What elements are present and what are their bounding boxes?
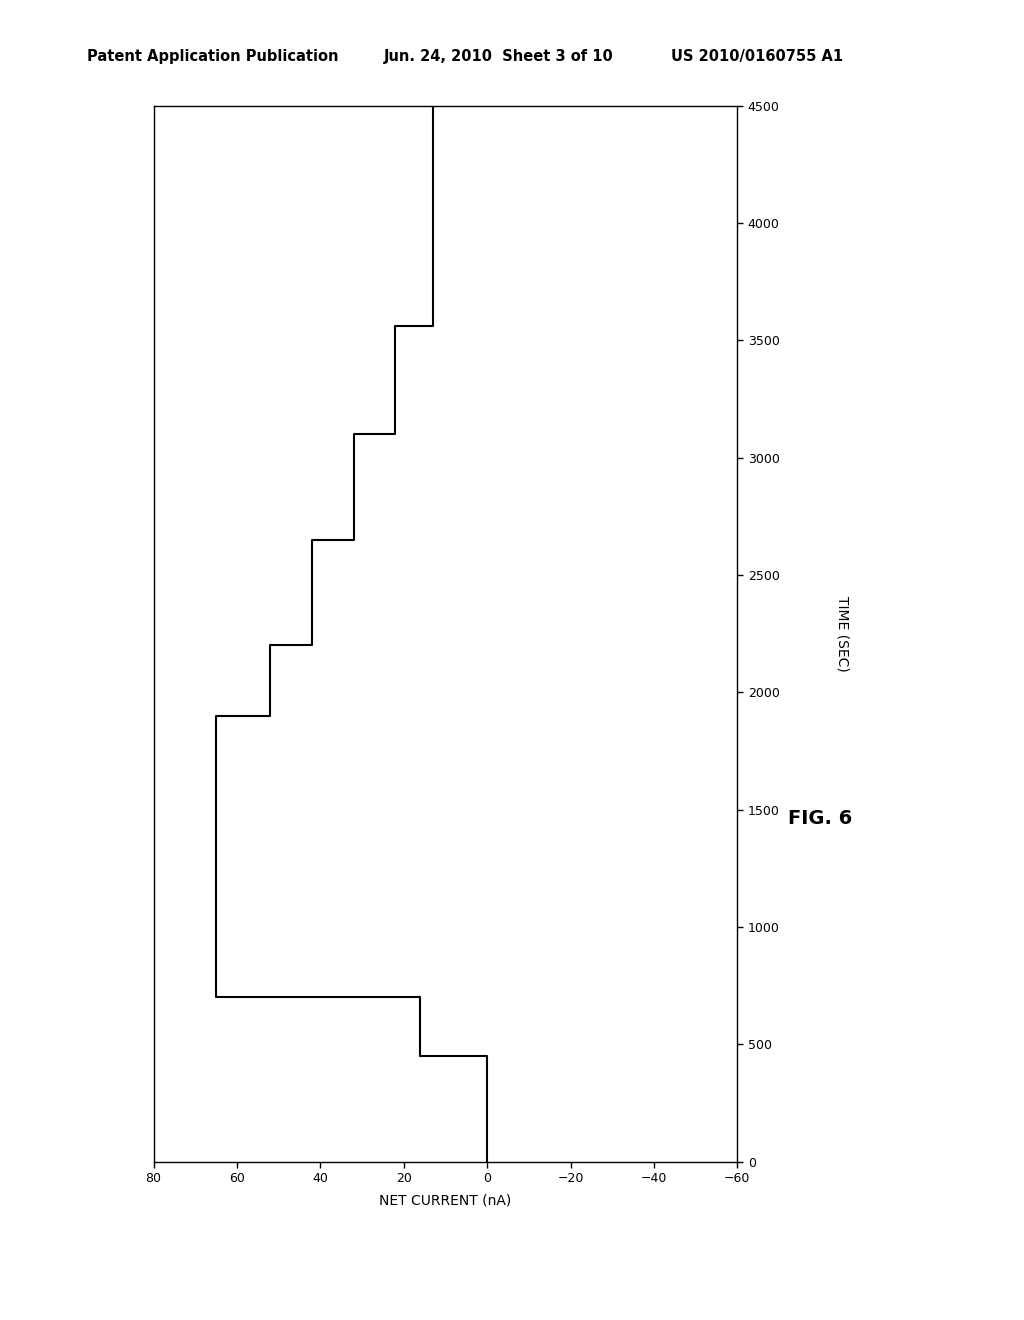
X-axis label: NET CURRENT (nA): NET CURRENT (nA) bbox=[379, 1193, 512, 1208]
Text: FIG. 6: FIG. 6 bbox=[788, 809, 853, 828]
Y-axis label: TIME (SEC): TIME (SEC) bbox=[836, 595, 849, 672]
Text: US 2010/0160755 A1: US 2010/0160755 A1 bbox=[671, 49, 843, 63]
Text: Jun. 24, 2010  Sheet 3 of 10: Jun. 24, 2010 Sheet 3 of 10 bbox=[384, 49, 613, 63]
Text: Patent Application Publication: Patent Application Publication bbox=[87, 49, 339, 63]
